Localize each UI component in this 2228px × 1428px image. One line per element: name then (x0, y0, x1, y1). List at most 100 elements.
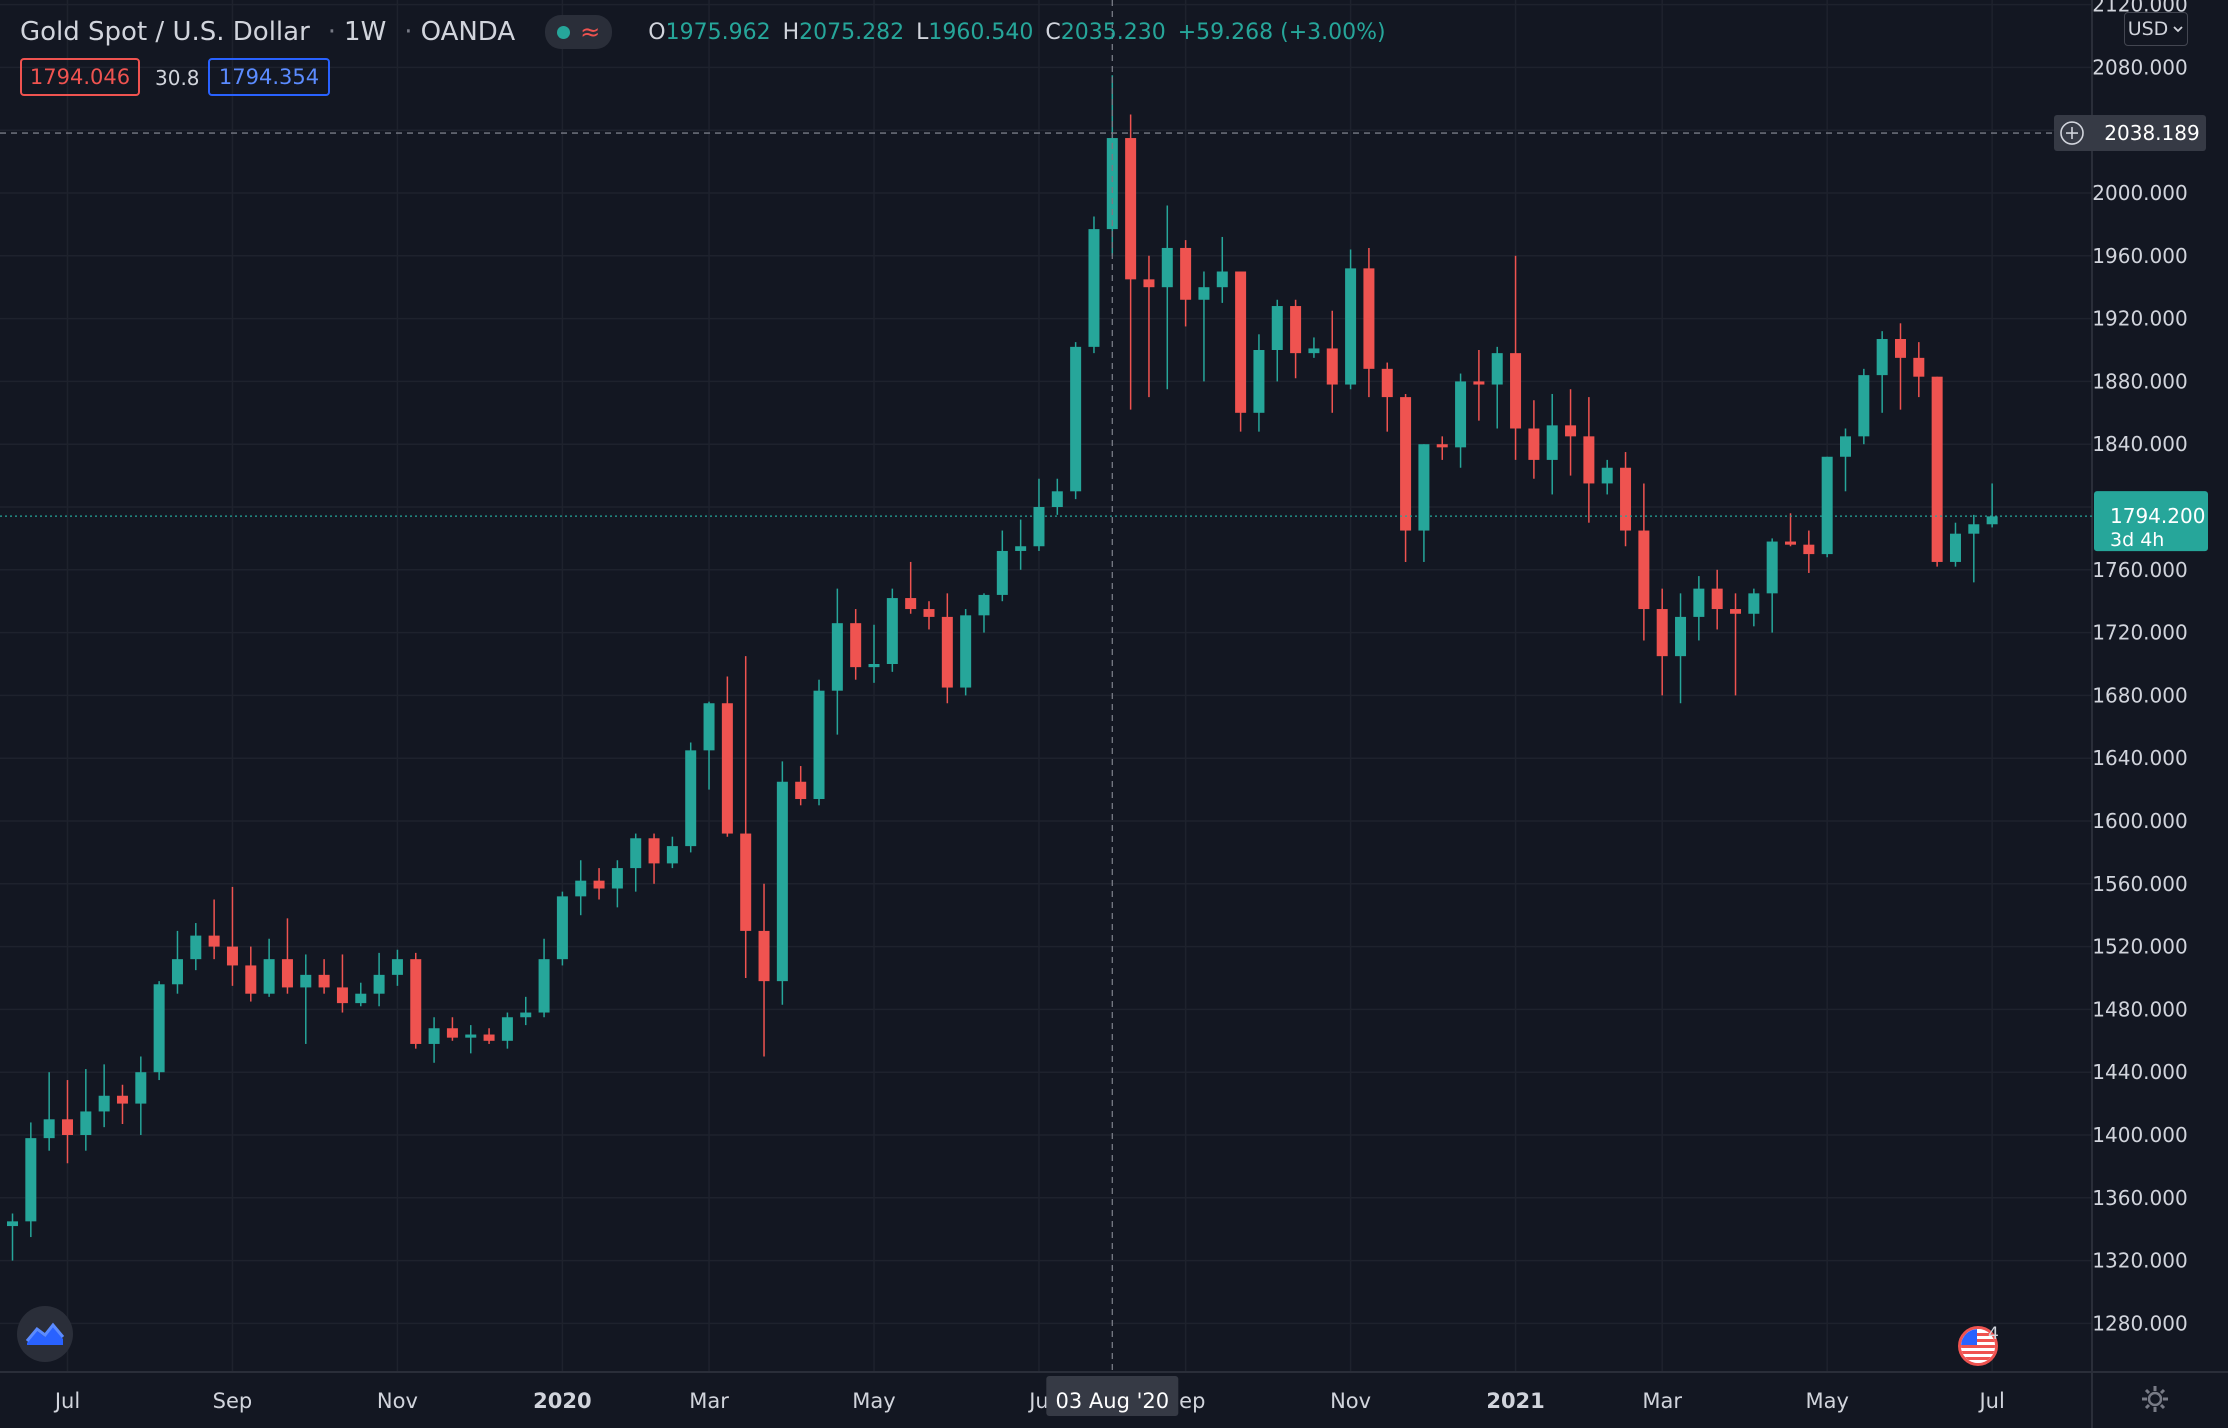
candle-body (1051, 491, 1063, 507)
candle-body (1785, 541, 1797, 545)
candle-body (226, 946, 238, 966)
candle-body (373, 974, 385, 994)
candle-body (1198, 287, 1210, 300)
gear-icon[interactable] (2140, 1384, 2170, 1414)
events-badge: 4 (1988, 1324, 1999, 1344)
low-value: 1960.540 (928, 19, 1034, 45)
candle-body (171, 959, 183, 985)
crosshair-date-label: 03 Aug '20 (1056, 1389, 1170, 1413)
price-tick-label: 2080.000 (2092, 55, 2187, 79)
candle-body (630, 838, 642, 869)
time-tick-label: May (1805, 1389, 1848, 1413)
currency-button[interactable]: USD (2124, 12, 2188, 46)
price-tick-label: 1840.000 (2092, 432, 2187, 456)
candle-body (1491, 353, 1503, 385)
us-flag-icon[interactable] (1958, 1326, 1998, 1366)
candle-body (996, 550, 1008, 595)
candle-body (1840, 436, 1851, 457)
candle-body (758, 930, 770, 982)
candle-body (905, 598, 917, 610)
candle-body (1235, 271, 1247, 413)
chevron-down-icon (2173, 26, 2183, 33)
interval-label[interactable]: 1W (344, 17, 387, 47)
candle-body (7, 1221, 18, 1227)
time-tick-label: 2021 (1486, 1389, 1544, 1413)
candle-body (666, 846, 678, 864)
candle-body (886, 598, 898, 664)
candle-body (1400, 397, 1412, 531)
candle-body (1968, 524, 1980, 534)
candle-body (1473, 381, 1485, 385)
market-status-toggle[interactable]: ≈ (545, 15, 613, 49)
candle-body (1363, 268, 1375, 369)
candle-body (410, 959, 422, 1044)
price-tick-label: 1360.000 (2092, 1186, 2187, 1210)
crosshair-date-box (1046, 1376, 1179, 1416)
candle-body (1125, 138, 1137, 280)
candle-body (483, 1034, 495, 1041)
candle-body (721, 703, 733, 834)
candle-body (740, 833, 752, 931)
candlestick-series (7, 75, 1998, 1261)
candle-body (1638, 530, 1650, 610)
price-tick-label: 1600.000 (2092, 809, 2187, 833)
candle-body (1546, 425, 1558, 460)
symbol-title[interactable]: Gold Spot / U.S. Dollar (20, 17, 310, 47)
candle-body (501, 1017, 513, 1041)
candle-body (1766, 541, 1778, 594)
high-key: H (782, 19, 800, 45)
candle-body (1345, 268, 1357, 385)
price-tick-label: 1560.000 (2092, 872, 2187, 896)
candle-body (1583, 436, 1595, 484)
open-key: O (648, 19, 666, 45)
candle-body (263, 959, 275, 994)
candle-body (1510, 353, 1522, 429)
candle-body (1528, 428, 1540, 460)
candle-body (1436, 444, 1448, 448)
candle-body (611, 868, 623, 889)
candle-body (1913, 357, 1925, 377)
price-tick-label: 1400.000 (2092, 1123, 2187, 1147)
candle-body (520, 1012, 532, 1018)
candle-body (1290, 306, 1302, 354)
candle-body (1730, 609, 1742, 614)
candle-body (1711, 588, 1723, 610)
close-value: 2035.230 (1060, 19, 1166, 45)
price-tick-label: 1920.000 (2092, 307, 2187, 331)
last-price-value: 1794.200 (2110, 504, 2205, 528)
candle-body (1455, 381, 1467, 448)
price-tick-label: 1960.000 (2092, 244, 2187, 268)
legend-bar: Gold Spot / U.S. Dollar · 1W · OANDA ≈ O… (20, 15, 1386, 49)
price-axis[interactable]: 2160.0002120.0002080.0002040.0002000.000… (2092, 0, 2187, 1335)
candle-body (813, 690, 825, 800)
sell-button[interactable]: 1794.046 (20, 58, 140, 96)
candle-body (1216, 271, 1228, 288)
candle-body (960, 615, 972, 688)
candle-body (868, 664, 880, 668)
time-tick-label: May (852, 1389, 895, 1413)
time-axis[interactable]: Jul Sep Nov 2020 Mar May Ju Sep Nov 2021 Mar May Jul (53, 1389, 2005, 1413)
candle-body (300, 974, 312, 988)
candle-body (465, 1034, 477, 1038)
candle-body (1803, 544, 1815, 555)
candle-body (1253, 350, 1265, 413)
price-tick-label: 1440.000 (2092, 1060, 2187, 1084)
logo-icon[interactable] (17, 1306, 73, 1362)
close-key: C (1045, 19, 1061, 45)
price-tick-label: 1280.000 (2092, 1311, 2187, 1335)
time-tick-label: Jul (1977, 1389, 2004, 1413)
candle-body (281, 959, 293, 988)
buy-button[interactable]: 1794.354 (208, 58, 330, 96)
candle-body (978, 594, 990, 616)
candle-body (1180, 247, 1192, 300)
currency-label: USD (2127, 18, 2169, 40)
candle-body (80, 1111, 92, 1135)
candle-body (98, 1095, 110, 1112)
candle-body (1565, 425, 1577, 437)
time-tick-label: Ju (1027, 1389, 1049, 1413)
low-key: L (916, 19, 929, 45)
candle-body (1876, 339, 1888, 376)
exchange-label: OANDA (420, 17, 516, 47)
